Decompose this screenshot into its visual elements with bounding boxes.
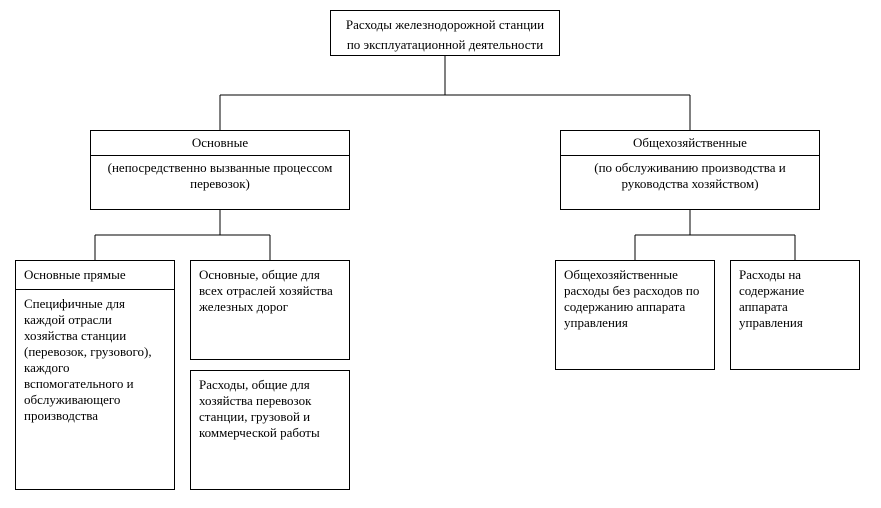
node-main-direct-body: Специфичные для каждой отрасли хозяйства… [16,290,174,430]
node-general-mgmt: Расходы на содержание аппарата управлени… [730,260,860,370]
node-general: Общехозяйственные (по обслуживанию произ… [560,130,820,210]
node-main-title: Основные [91,131,349,156]
node-general-subtitle: (по обслуживанию производства и руководс… [561,156,819,196]
node-root: Расходы железнодорожной станции по экспл… [330,10,560,56]
node-main-common-a: Основные, общие для всех отраслей хозяйс… [190,260,350,360]
node-main-direct: Основные прямые Специфичные для каждой о… [15,260,175,490]
node-general-mgmt-body: Расходы на содержание аппарата управлени… [731,261,859,337]
node-general-title: Общехозяйственные [561,131,819,156]
node-main-common-b: Расходы, общие для хозяйства перевозок с… [190,370,350,490]
node-general-wo-mgmt-body: Общехозяйственные расходы без расходов п… [556,261,714,337]
node-main-direct-title: Основные прямые [16,261,174,290]
root-line2: по эксплуатационной деятельности [331,37,559,57]
node-main: Основные (непосредственно вызванные проц… [90,130,350,210]
node-main-subtitle: (непосредственно вызванные процессом пер… [91,156,349,196]
node-main-common-b-body: Расходы, общие для хозяйства перевозок с… [191,371,349,447]
node-general-wo-mgmt: Общехозяйственные расходы без расходов п… [555,260,715,370]
node-main-common-a-body: Основные, общие для всех отраслей хозяйс… [191,261,349,321]
root-line1: Расходы железнодорожной станции [331,11,559,37]
